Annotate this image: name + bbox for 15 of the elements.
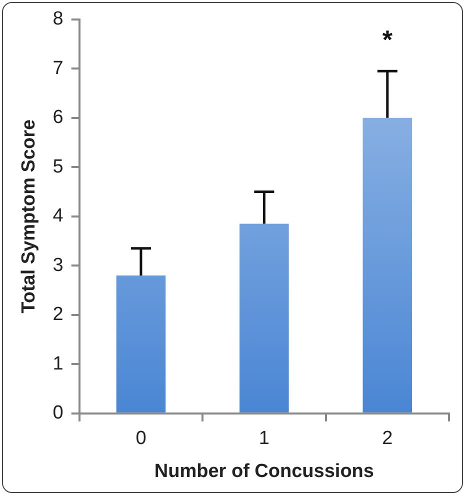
y-tick-label: 5 xyxy=(52,156,64,178)
y-axis-title: Total Symptom Score xyxy=(18,119,40,314)
y-tick-label: 3 xyxy=(52,254,64,276)
annotation: * xyxy=(382,24,394,54)
y-tick-label: 7 xyxy=(52,58,64,79)
y-tick-label: 4 xyxy=(52,206,64,227)
y-tick-label: 1 xyxy=(52,353,64,374)
x-axis-title: Number of Concussions xyxy=(154,460,374,482)
x-tick-label: 2 xyxy=(382,428,393,450)
y-tick-label: 6 xyxy=(52,107,64,128)
y-tick-label: 8 xyxy=(52,8,64,30)
x-tick-label: 0 xyxy=(136,428,146,450)
y-tick-label: 2 xyxy=(52,304,64,326)
x-tick-label: 1 xyxy=(258,428,270,450)
y-tick-label: 0 xyxy=(52,402,64,424)
